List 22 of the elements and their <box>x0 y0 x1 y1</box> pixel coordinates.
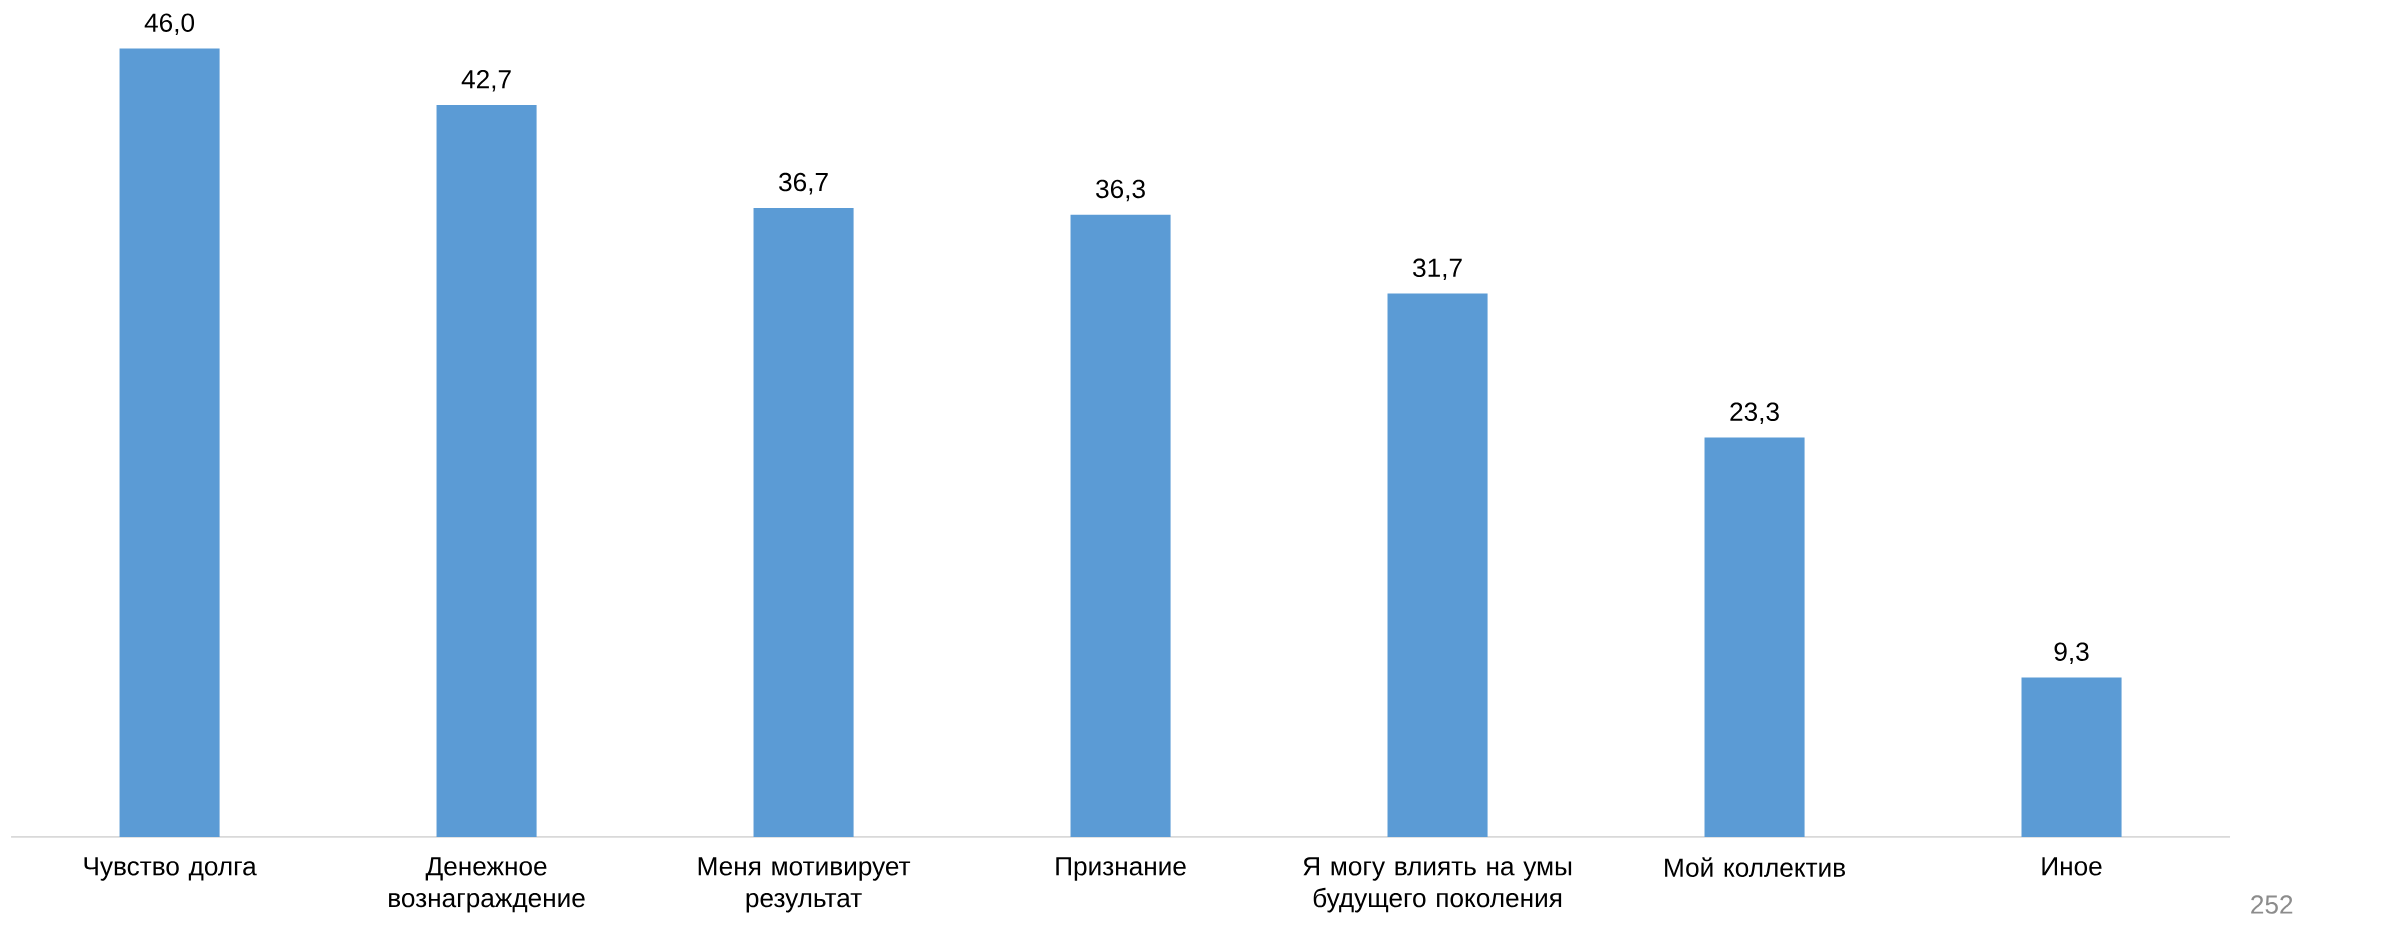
x-tick-label: Чувство долга <box>84 857 257 881</box>
bar <box>2021 677 2122 838</box>
x-tick-label: Мой коллектив <box>1665 857 1845 878</box>
x-tick-label: Признание <box>1056 857 1186 881</box>
bar <box>1704 437 1805 838</box>
text: 252 <box>2251 895 2293 915</box>
x-tick-label: Меня мотивирует результат <box>698 857 911 913</box>
data-label: 36,3 <box>1096 179 1145 202</box>
x-tick-label: Денежное вознаграждение <box>389 857 585 913</box>
bar <box>436 105 537 838</box>
x-tick-label: Я могу влиять на умы будущего поколения <box>1303 857 1572 913</box>
data-label: 46,0 <box>144 13 195 36</box>
data-label: 42,7 <box>461 70 511 92</box>
bar <box>1070 214 1171 838</box>
bar <box>119 48 220 838</box>
bar <box>1387 293 1488 838</box>
data-label: 9,3 <box>2054 642 2089 665</box>
x-tick-label: Иное <box>2042 857 2102 876</box>
data-label: 31,7 <box>1413 258 1462 281</box>
bar <box>753 208 854 838</box>
data-label: 23,3 <box>1730 402 1779 425</box>
data-label: 36,7 <box>779 172 828 195</box>
